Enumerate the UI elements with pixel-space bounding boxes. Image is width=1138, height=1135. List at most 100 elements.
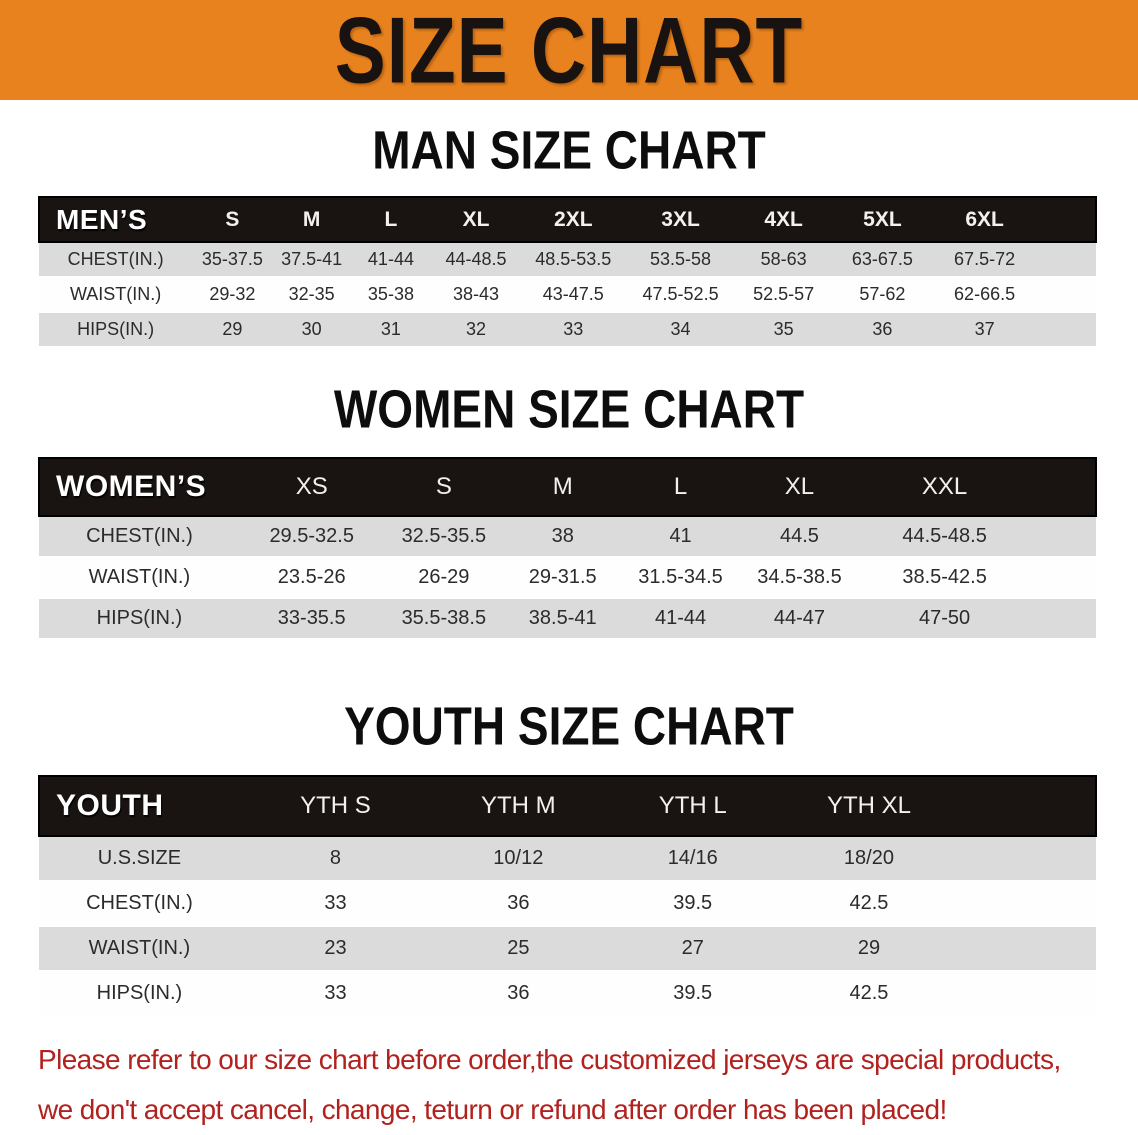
row-label: HIPS(IN.) [96,607,183,629]
size-cell: 43-47.5 [542,284,604,304]
size-cell: 47-50 [919,607,971,629]
size-cell: 38.5-42.5 [902,566,987,588]
section-heading: MAN SIZE CHART [372,119,766,181]
size-column-header: 4XL [735,196,832,243]
size-cell: 32.5-35.5 [401,525,487,547]
size-cell: 38 [551,525,574,547]
size-cell: 33 [324,892,347,914]
footer-note: Please refer to our size chart before or… [38,1035,1138,1135]
size-cell: 25 [507,937,530,959]
size-column-header: YTH L [605,775,780,837]
size-column-header: L [350,196,432,243]
size-cell: 58-63 [760,249,807,269]
size-cell: 35-37.5 [201,249,263,269]
size-cell: 35-38 [367,284,414,304]
size-cell: 36 [507,892,530,914]
measurement-row: U.S.SIZE 8 10/12 14/16 18/20 [39,836,1096,881]
size-column-header: XL [739,457,860,517]
size-column-header: XXL [859,457,1097,517]
size-cell: 48.5-53.5 [535,249,612,269]
size-cell: 23 [324,937,347,959]
size-cell: 33 [563,319,584,339]
size-cell: 29-32 [209,284,256,304]
size-cell: 37.5-41 [281,249,343,269]
size-cell: 34.5-38.5 [757,566,842,588]
footer-line-2: we don't accept cancel, change, teturn o… [38,1094,947,1125]
row-label: CHEST(IN.) [86,892,193,914]
size-cell: 44.5-48.5 [902,525,987,547]
size-cell: 42.5 [849,982,889,1004]
size-column-header: YTH M [431,775,606,837]
size-cell: 14/16 [667,847,718,869]
size-cell: 36 [872,319,893,339]
size-cell: 44.5 [780,525,819,547]
table-header-row: MEN’S S M L XL 2XL 3XL 4XL 5XL 6XL [37,196,1097,243]
measurement-row: WAIST(IN.) 29-32 32-35 35-38 38-43 43-47.5 47.… [39,277,1096,312]
measurement-row: CHEST(IN.) 33 36 39.5 42.5 [39,881,1096,926]
size-cell: 34 [670,319,691,339]
size-cell: 10/12 [493,847,544,869]
size-cell: 30 [301,319,322,339]
size-cell: 42.5 [849,892,889,914]
size-cell: 23.5-26 [277,566,346,588]
row-label: CHEST(IN.) [67,249,164,269]
banner-title: SIZE CHART [334,0,804,103]
row-label: HIPS(IN.) [77,319,155,339]
size-column-header: YTH XL [779,775,1098,837]
size-cell: 52.5-57 [753,284,815,304]
size-cell: 57-62 [859,284,906,304]
measurement-row: CHEST(IN.) 29.5-32.5 32.5-35.5 38 41 44.5 44.5… [39,516,1096,557]
size-column-header: 5XL [831,196,934,243]
table-group-label: WOMEN’S [38,457,240,517]
table-group-label: MEN’S [37,196,193,243]
section-heading: YOUTH SIZE CHART [344,695,794,757]
size-column-header: XS [239,457,384,517]
size-cell: 44-47 [773,607,826,629]
table-header-row: WOMEN’S XS S M L XL XXL [38,457,1097,517]
size-column-header: 6XL [933,196,1097,243]
size-column-header: M [504,457,622,517]
size-cell: 39.5 [673,982,713,1004]
content: MAN SIZE CHART MEN’S S M L XL 2XL 3XL 4XL 5XL 6XL C… [0,122,1138,1017]
size-cell: 27 [681,937,704,959]
size-cell: 29-31.5 [528,566,597,588]
section-heading: WOMEN SIZE CHART [333,378,805,440]
row-label: WAIST(IN.) [88,566,191,588]
size-cell: 44-48.5 [445,249,507,269]
size-cell: 47.5-52.5 [642,284,719,304]
size-cell: 63-67.5 [851,249,913,269]
size-cell: 29.5-32.5 [269,525,354,547]
measurement-row: WAIST(IN.) 23 25 27 29 [39,926,1096,971]
size-cell: 37 [974,319,995,339]
size-cell: 26-29 [418,566,470,588]
banner: SIZE CHART [0,0,1138,102]
table-header-row: YOUTH YTH S YTH M YTH L YTH XL [38,775,1098,837]
size-cell: 32 [466,319,487,339]
size-column-header: S [383,457,505,517]
size-cell: 31.5-34.5 [638,566,723,588]
size-column-header: XL [431,196,521,243]
size-table: WOMEN’S XS S M L XL XXL CHEST(IN.) 29.5-32.5 32.5… [38,457,1097,640]
size-table: MEN’S S M L XL 2XL 3XL 4XL 5XL 6XL CHEST(IN.) 35-37… [37,196,1097,348]
measurement-row: HIPS(IN.) 29 30 31 32 33 34 35 36 37 [39,312,1096,347]
size-cell: 62-66.5 [954,284,1016,304]
measurement-row: CHEST(IN.) 35-37.5 37.5-41 41-44 44-48.5 48.5… [39,242,1096,277]
row-label: HIPS(IN.) [96,982,183,1004]
measurement-row: HIPS(IN.) 33-35.5 35.5-38.5 38.5-41 41-44 44-… [39,598,1096,639]
row-label: CHEST(IN.) [86,525,193,547]
size-cell: 35 [773,319,794,339]
size-cell: 33-35.5 [277,607,346,629]
size-cell: 29 [222,319,243,339]
row-label: U.S.SIZE [97,847,182,869]
size-chart-section: WOMEN SIZE CHART WOMEN’S XS S M L XL XXL CHEST(I… [0,381,1138,640]
size-cell: 41-44 [654,607,707,629]
size-column-header: 3XL [625,196,736,243]
measurement-row: HIPS(IN.) 33 36 39.5 42.5 [39,971,1096,1016]
size-cell: 41-44 [367,249,414,269]
size-cell: 53.5-58 [650,249,712,269]
size-column-header: YTH S [239,775,432,837]
size-cell: 33 [324,982,347,1004]
size-cell: 29 [857,937,881,959]
size-cell: 38-43 [453,284,500,304]
